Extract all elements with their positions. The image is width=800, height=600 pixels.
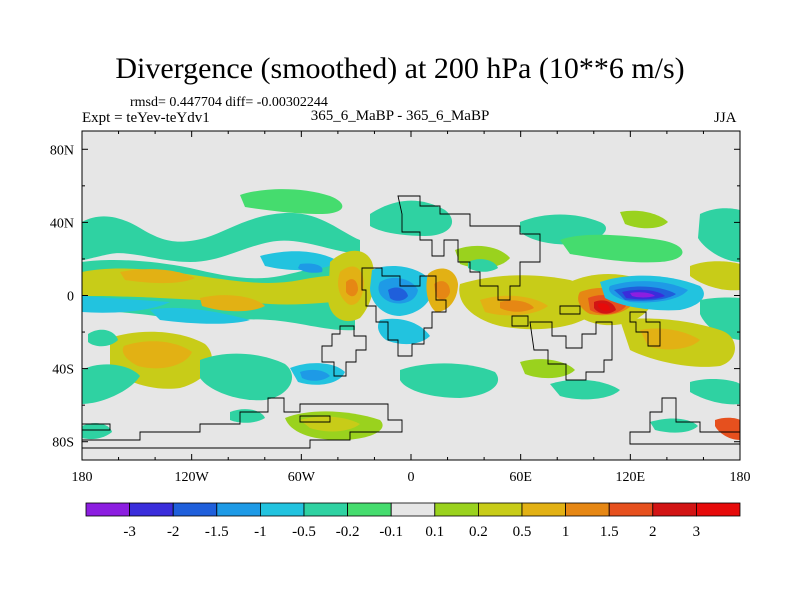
rmsd-diff-stats: rmsd= 0.447704 diff= -0.00302244 xyxy=(130,95,328,110)
colorbar-swatch xyxy=(259,502,305,517)
colorbar-label: -0.5 xyxy=(292,524,316,540)
y-tick-label: 80S xyxy=(52,436,74,451)
indo-pacific-features xyxy=(459,261,740,405)
y-axis: 80N 40N 0 40S 80S xyxy=(50,143,740,451)
colorbar-swatch xyxy=(85,502,130,517)
x-tick-label: 0 xyxy=(408,470,415,485)
colorbar-label: 2 xyxy=(649,524,657,540)
y-tick-label: 40N xyxy=(50,216,74,231)
colorbar-swatch xyxy=(696,502,741,517)
x-tick-label: 60W xyxy=(288,470,316,485)
tropical-bands xyxy=(82,251,355,331)
colorbar-label: -0.2 xyxy=(336,524,360,540)
x-tick-label: 180 xyxy=(730,470,751,485)
colorbar-label: 0.5 xyxy=(513,524,532,540)
y-tick-label: 40S xyxy=(52,363,74,378)
colorbar-label: 0.2 xyxy=(469,524,488,540)
x-tick-label: 180 xyxy=(72,470,93,485)
chart-title: Divergence (smoothed) at 200 hPa (10**6 … xyxy=(115,52,685,85)
x-tick-label: 120E xyxy=(616,470,646,485)
colorbar-swatch xyxy=(347,502,392,517)
colorbar-swatch xyxy=(390,502,436,517)
colorbar-swatch xyxy=(652,502,697,517)
colorbar-swatch xyxy=(172,502,218,517)
colorbar-swatch xyxy=(565,502,610,517)
y-tick-label: 0 xyxy=(67,290,74,305)
colorbar-swatch xyxy=(129,502,174,517)
y-tick-label: 80N xyxy=(50,143,74,158)
colorbar-label: 0.1 xyxy=(425,524,444,540)
colorbar-swatch xyxy=(303,502,348,517)
colorbar-swatch xyxy=(608,502,654,517)
colorbar-label: -1.5 xyxy=(205,524,229,540)
colorbar: -3 -2 -1.5 -1 -0.5 -0.2 -0.1 0.1 0.2 0.5 1 1.5 2 3 xyxy=(85,502,741,540)
colorbar-label: -2 xyxy=(167,524,180,540)
x-tick-label: 60E xyxy=(509,470,532,485)
contour-fields xyxy=(82,189,740,449)
colorbar-label: -0.1 xyxy=(379,524,403,540)
experiment-label: Expt = teYev-teYdv1 xyxy=(82,110,210,126)
colorbar-label: 1 xyxy=(562,524,570,540)
colorbar-label: -3 xyxy=(123,524,136,540)
x-axis: 180 120W 60W 0 60E 120E 180 xyxy=(72,131,751,485)
sh-features xyxy=(82,329,740,440)
colorbar-swatch xyxy=(434,502,479,517)
season-label: JJA xyxy=(714,110,737,126)
continent-outlines xyxy=(82,195,740,449)
case-label: 365_6_MaBP - 365_6_MaBP xyxy=(310,108,490,124)
colorbar-label: -1 xyxy=(254,524,267,540)
colorbar-swatch xyxy=(477,502,523,517)
nh-midlat-band xyxy=(82,189,740,263)
colorbar-label: 3 xyxy=(693,524,701,540)
colorbar-swatch xyxy=(521,502,566,517)
colorbar-label: 1.5 xyxy=(600,524,619,540)
x-tick-label: 120W xyxy=(175,470,210,485)
colorbar-swatch xyxy=(216,502,261,517)
